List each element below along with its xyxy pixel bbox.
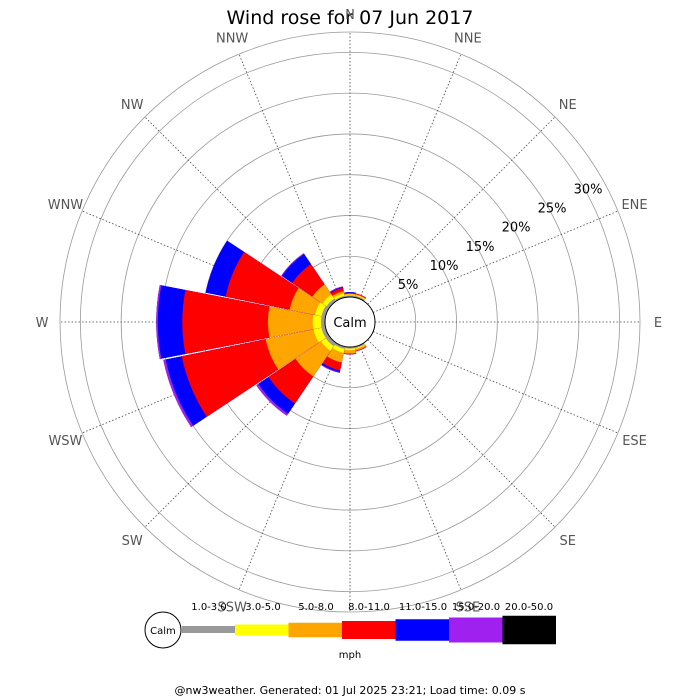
spoke-nne <box>359 53 462 300</box>
direction-label-ene: ENE <box>621 198 647 213</box>
spoke-nnw <box>238 53 341 300</box>
bar-w-bin-3 <box>182 290 326 354</box>
speed-legend: Calm mph 1.0-3.0 3.0-5.0 5.0-8.0 8.0-11.0 11… <box>144 602 556 661</box>
legend-swatch-3.0-5.0 <box>235 624 289 636</box>
percent-label-20: 20% <box>502 221 531 236</box>
spoke-wnw <box>81 210 328 313</box>
direction-label-w: W <box>36 316 49 331</box>
legend-unit-label: mph <box>339 650 361 661</box>
spoke-se <box>367 339 556 528</box>
spoke-sw <box>144 339 333 528</box>
legend-label-3.0-5.0: 3.0-5.0 <box>245 602 280 613</box>
legend-swatch-20.0-50.0 <box>502 615 556 645</box>
direction-label-nw: NW <box>121 98 144 113</box>
bar-nw-bin-0 <box>326 298 337 309</box>
percent-label-25: 25% <box>538 202 567 217</box>
direction-label-sse: SSE <box>456 601 481 616</box>
bar-wsw-bin-2 <box>265 326 330 370</box>
direction-spokes <box>60 32 640 612</box>
bar-w-bin-0 <box>320 316 326 328</box>
spoke-sse <box>359 344 462 591</box>
direction-label-ssw: SSW <box>217 601 247 616</box>
direction-label-wnw: WNW <box>48 198 84 213</box>
spoke-ssw <box>238 344 341 591</box>
percent-label-15: 15% <box>466 240 495 255</box>
legend-label-8.0-11.0: 8.0-11.0 <box>348 602 390 613</box>
legend-label-15.0-20.0: 15.0-20.0 <box>452 602 500 613</box>
direction-label-ne: NE <box>559 98 577 113</box>
spoke-nw <box>144 116 333 305</box>
legend-swatch-15.0-20.0 <box>449 617 503 643</box>
spoke-ese <box>372 331 619 434</box>
percent-label-30: 30% <box>574 182 603 197</box>
legend-swatch-5.0-8.0 <box>288 622 342 638</box>
grid-ring-outer <box>59 31 641 613</box>
direction-label-e: E <box>654 316 662 331</box>
percent-label-10: 10% <box>430 259 459 274</box>
direction-label-ese: ESE <box>622 434 647 449</box>
chart-title: Wind rose for 07 Jun 2017 <box>227 7 474 29</box>
legend-label-20.0-50.0: 20.0-50.0 <box>505 602 553 613</box>
percent-labels: 5% 10% 15% 20% 25% 30% <box>398 182 603 293</box>
bar-w-bin-2 <box>267 306 326 338</box>
calm-center: Calm <box>324 296 376 348</box>
percent-label-5: 5% <box>398 278 419 293</box>
footer-text: @nw3weather. Generated: 01 Jul 2025 23:2… <box>175 684 526 697</box>
legend-swatch-1.0-3.0 <box>182 626 235 633</box>
spoke-ene <box>372 210 619 313</box>
direction-label-se: SE <box>560 534 576 549</box>
bar-nw-bin-1 <box>322 294 337 309</box>
direction-label-nnw: NNW <box>216 31 248 46</box>
wind-bars <box>156 240 367 428</box>
legend-label-11.0-15.0: 11.0-15.0 <box>399 602 447 613</box>
bar-wsw-bin-0 <box>321 326 330 339</box>
calm-label: Calm <box>333 316 366 331</box>
calm-circle <box>324 296 376 348</box>
legend-label-1.0-3.0: 1.0-3.0 <box>191 602 226 613</box>
legend-swatch-8.0-11.0 <box>342 621 396 639</box>
bar-wnw-bin-0 <box>321 305 330 318</box>
direction-label-n: N <box>345 8 355 23</box>
legend-calm-circle <box>144 611 182 649</box>
direction-label-wsw: WSW <box>48 434 82 449</box>
spoke-wsw <box>81 331 328 434</box>
direction-label-sw: SW <box>122 534 143 549</box>
spoke-ne <box>367 116 556 305</box>
bar-sw-bin-0 <box>325 335 337 347</box>
legend-label-5.0-8.0: 5.0-8.0 <box>298 602 333 613</box>
grid-ring-30 <box>79 51 621 593</box>
legend-swatch-11.0-15.0 <box>395 619 449 641</box>
bar-ssw-bin-0 <box>334 342 346 349</box>
direction-label-nne: NNE <box>454 31 482 46</box>
legend-calm-label: Calm <box>150 626 176 637</box>
